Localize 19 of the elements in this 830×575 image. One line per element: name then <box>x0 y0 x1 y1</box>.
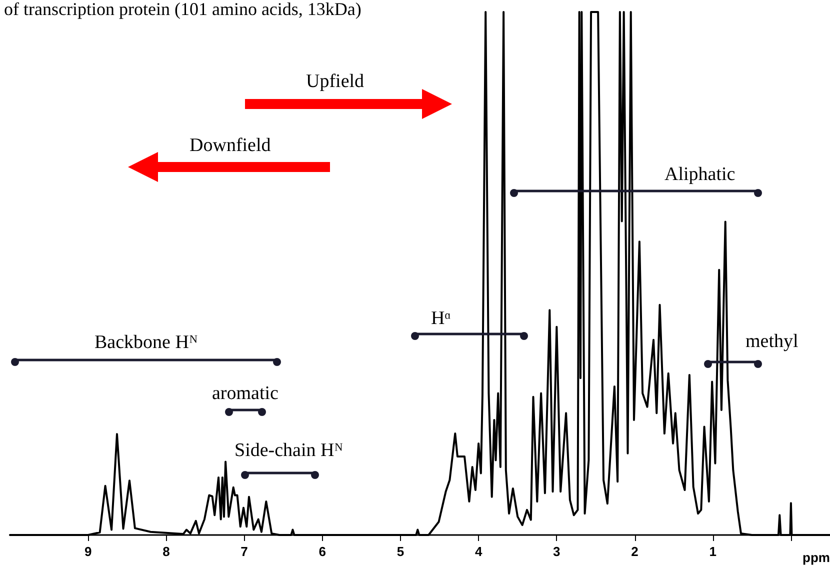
annotation: Backbone Hᴺ <box>94 332 198 354</box>
annotation: aromatic <box>212 383 278 405</box>
x-tick-label: 3 <box>553 544 560 559</box>
x-tick-label: 5 <box>396 544 404 559</box>
annotation: methyl <box>746 331 798 353</box>
x-tick-label: 6 <box>318 544 326 559</box>
x-tick-label: 2 <box>631 544 638 559</box>
chart-title: of transcription protein (101 amino acids, 13kDa) <box>4 0 362 20</box>
x-tick-label: 9 <box>84 544 92 559</box>
annotation: Aliphatic <box>664 164 736 186</box>
x-tick-label: 7 <box>240 544 248 559</box>
x-tick-label: 1 <box>709 544 716 559</box>
x-axis-title: ppm <box>802 550 830 565</box>
x-tick-label: 4 <box>474 544 483 559</box>
annotation: Downfield <box>190 135 271 157</box>
annotation: Side-chain Hᴺ <box>234 440 344 462</box>
annotation: Hᵅ <box>431 308 451 330</box>
annotation: Upfield <box>306 71 364 93</box>
x-tick-label: 8 <box>162 544 170 559</box>
